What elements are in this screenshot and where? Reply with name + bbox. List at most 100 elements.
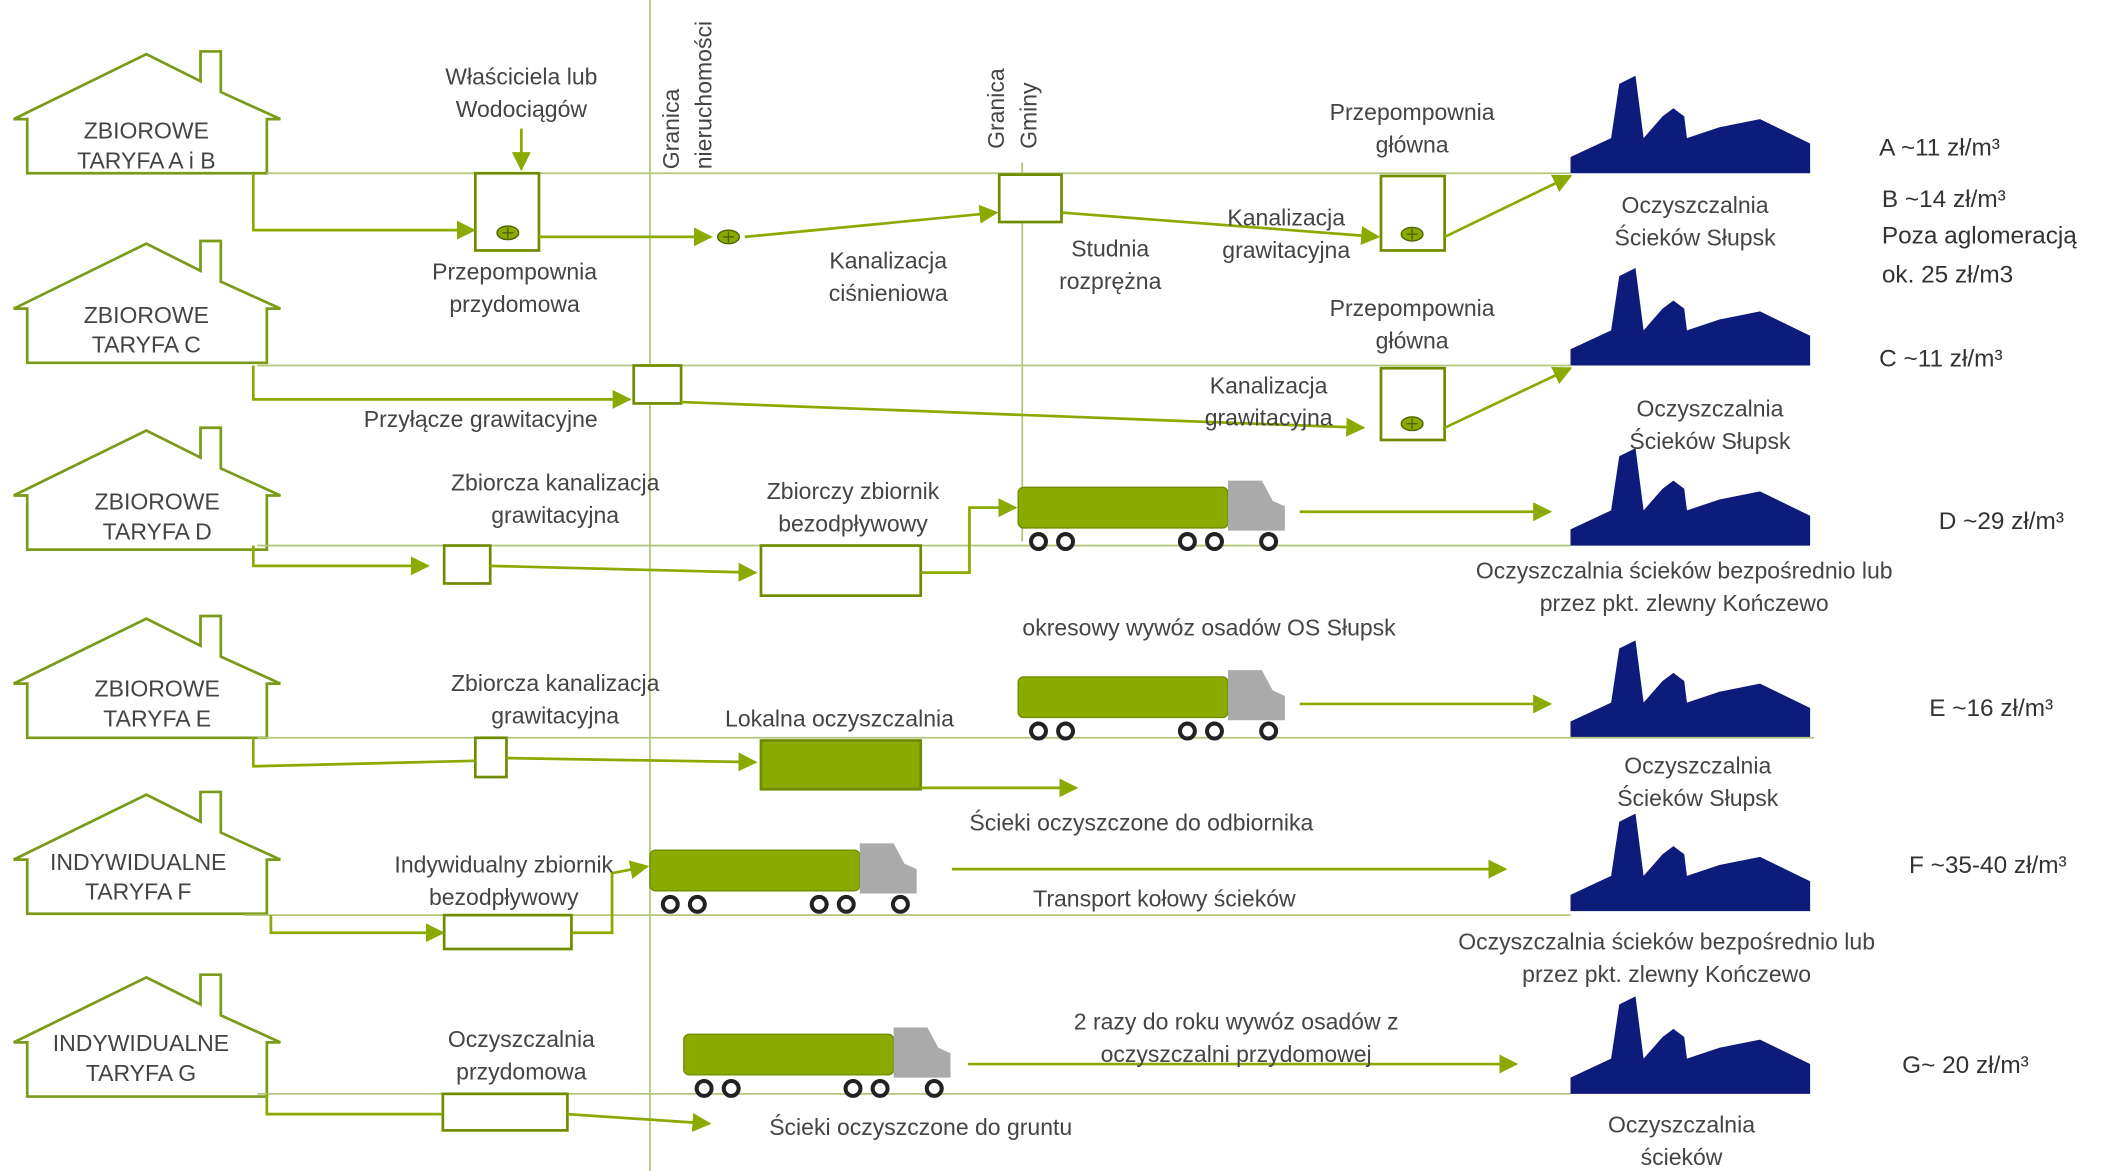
- label: Oczyszczalnia: [1608, 1111, 1755, 1137]
- label: TARYFA A i B: [77, 148, 216, 174]
- connector: [269, 915, 445, 943]
- label: Indywidualny zbiornik: [394, 851, 613, 877]
- pump-cross: [723, 231, 734, 243]
- truck-cab: [893, 1027, 951, 1078]
- label: C ~11 zł/m³: [1879, 346, 2002, 373]
- label: grawitacyjna: [491, 502, 619, 528]
- label: główna: [1376, 131, 1449, 157]
- wheel: [1029, 532, 1048, 551]
- label: Ścieków Słupsk: [1629, 427, 1791, 454]
- label: INDYWIDUALNE: [53, 1030, 229, 1056]
- house: [13, 790, 281, 916]
- pump-cross: [1406, 228, 1418, 240]
- label: D ~29 zł/m³: [1939, 508, 2064, 535]
- label: bezodpływowy: [429, 884, 579, 910]
- truck-tank: [1017, 676, 1229, 719]
- tank: [473, 736, 508, 779]
- label: Oczyszczalnia: [1624, 753, 1771, 779]
- treatment-plant: [1570, 448, 1811, 546]
- connector: [1061, 211, 1381, 246]
- label: Studnia: [1071, 236, 1149, 262]
- truck-tank: [649, 849, 861, 892]
- tank: [441, 1092, 569, 1132]
- truck-cab: [1228, 480, 1285, 531]
- label: Ścieków Słupsk: [1615, 224, 1777, 251]
- label: INDYWIDUALNE: [50, 849, 226, 875]
- connector: [681, 400, 1366, 437]
- label: oczyszczalni przydomowej: [1101, 1041, 1372, 1067]
- wheel: [1204, 532, 1224, 551]
- wheel: [1259, 721, 1279, 741]
- pump-cross: [1406, 418, 1418, 430]
- wheel: [1056, 532, 1076, 551]
- label: przez pkt. zlewny Kończewo: [1522, 961, 1811, 987]
- label: grawitacyjna: [1222, 237, 1350, 263]
- label: ZBIOROWE: [95, 675, 220, 701]
- label: B ~14 zł/m³: [1882, 186, 2006, 213]
- connector: [506, 752, 758, 772]
- connector: [920, 498, 1018, 574]
- wheel: [687, 894, 707, 914]
- wheel: [843, 1078, 863, 1098]
- wheel: [809, 894, 829, 914]
- label: Oczyszczalnia: [1636, 395, 1783, 421]
- label: E ~16 zł/m³: [1929, 695, 2053, 722]
- treatment-plant: [1570, 640, 1811, 738]
- connector: [251, 173, 476, 240]
- tank: [632, 364, 683, 405]
- wheel: [1029, 721, 1048, 741]
- label: Zbiorcza kanalizacja: [451, 670, 660, 696]
- label: Kanalizacja: [1227, 204, 1345, 230]
- label: Oczyszczalnia: [1622, 192, 1769, 218]
- tank: [442, 913, 573, 951]
- label: główna: [1376, 328, 1449, 354]
- label: Oczyszczalnia ścieków bezpośrednio lub: [1476, 558, 1893, 584]
- label: Granica: [658, 88, 684, 169]
- pump-cross: [502, 227, 514, 239]
- wheel: [890, 894, 910, 914]
- connector: [1444, 366, 1573, 430]
- treatment-plant: [1570, 75, 1811, 174]
- label: przez pkt. zlewny Kończewo: [1540, 590, 1829, 616]
- connector: [567, 1112, 712, 1132]
- house: [13, 973, 281, 1098]
- label: grawitacyjna: [491, 703, 619, 729]
- label: ZBIOROWE: [84, 118, 209, 144]
- label: TARYFA G: [86, 1060, 196, 1086]
- connector: [571, 860, 650, 935]
- treatment-plant: [1570, 996, 1811, 1094]
- connector: [490, 562, 758, 582]
- label: ZBIOROWE: [95, 489, 220, 515]
- label: F ~35-40 zł/m³: [1909, 852, 2067, 879]
- wheel: [1056, 721, 1076, 741]
- truck-cab: [1228, 670, 1285, 721]
- tank: [442, 544, 492, 585]
- label: Granica: [983, 68, 1009, 149]
- label: TARYFA E: [103, 705, 211, 731]
- house: [13, 50, 281, 175]
- treatment-plant: [1570, 813, 1811, 912]
- label: przydomowa: [456, 1059, 587, 1085]
- connector: [251, 545, 430, 576]
- label: Ścieków Słupsk: [1617, 784, 1779, 811]
- wheel: [1177, 721, 1197, 741]
- label: przydomowa: [449, 291, 580, 317]
- label: Przepompownia: [432, 259, 597, 285]
- wheel: [694, 1078, 714, 1098]
- label: ciśnieniowa: [829, 280, 948, 306]
- wheel: [1259, 532, 1279, 551]
- treatment-plant: [1570, 268, 1811, 366]
- connector: [265, 1093, 443, 1116]
- label: nieruchomości: [691, 21, 717, 169]
- label: Zbiorczy zbiornik: [767, 478, 940, 504]
- house: [13, 614, 281, 740]
- label: okresowy wywóz osadów OS Słupsk: [1022, 615, 1396, 641]
- label: Zbiorcza kanalizacja: [451, 470, 660, 496]
- truck-tank: [683, 1033, 895, 1076]
- tank: [997, 173, 1063, 224]
- wheel: [660, 894, 680, 914]
- truck-cab: [859, 843, 917, 894]
- connector: [251, 365, 632, 409]
- label: bezodpływowy: [778, 510, 928, 536]
- label: ZBIOROWE: [84, 302, 209, 328]
